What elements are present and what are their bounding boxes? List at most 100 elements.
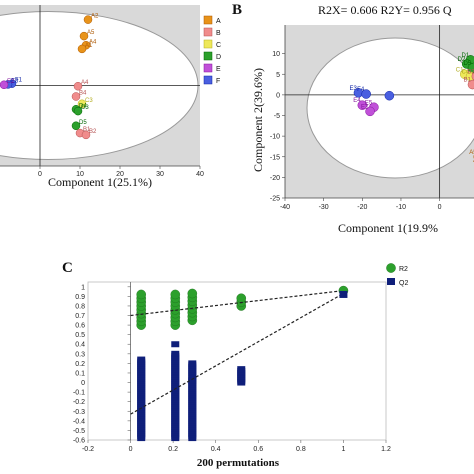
panel-c-y-tick-label: 0 bbox=[81, 380, 85, 387]
panel-a-point-label: A4 bbox=[81, 80, 89, 86]
panel-a-point-label: A2 bbox=[91, 14, 99, 20]
panel-b-x-tick-label: -10 bbox=[396, 204, 406, 211]
r2-permutation-point bbox=[170, 289, 181, 300]
panel-c-y-tick-label: 0.5 bbox=[75, 332, 85, 339]
panel-a-point bbox=[71, 92, 81, 101]
panel-c-y-tick-label: 1 bbox=[81, 284, 85, 291]
panel-b-x-tick-label: -30 bbox=[319, 204, 329, 211]
panel-b: B R2X= 0.606 R2Y= 0.956 Q -40 -30 -20 -10 0 -… bbox=[232, 2, 474, 235]
r2-regression-line bbox=[130, 290, 344, 317]
panel-a-x-axis-label: Component 1(25.1%) bbox=[48, 175, 152, 189]
panel-c-y-tick-label: 0.1 bbox=[75, 370, 85, 377]
panel-b-point-label: E5 bbox=[365, 100, 373, 106]
panel-b-y-tick-label: -5 bbox=[274, 113, 280, 120]
panel-a-legend-swatch bbox=[203, 27, 213, 37]
q2-permutation-point bbox=[171, 350, 180, 357]
panel-c: C -0.6 -0.5 -0.4 -0.3 -0.2 -0.1 0 0.1 0.2 0.3 0.4 0… bbox=[62, 260, 408, 469]
panel-c-y-tick-label: -0.3 bbox=[73, 409, 85, 416]
q2-original-point bbox=[339, 290, 348, 298]
q2-permutation-point bbox=[137, 356, 146, 363]
panel-b-point-label: C4 bbox=[462, 69, 470, 75]
q2-permutation-point bbox=[188, 360, 197, 367]
panel-a-legend-label: B bbox=[216, 30, 221, 37]
panel-a-point-label: D3 bbox=[81, 105, 89, 111]
panel-b-point-label: B1 bbox=[463, 78, 471, 84]
panel-c-x-tick-label: 0.8 bbox=[296, 446, 306, 453]
panel-a-point bbox=[73, 81, 83, 91]
panel-b-point bbox=[361, 89, 371, 99]
panel-a-point bbox=[83, 15, 93, 24]
panel-b-point-label: C1 bbox=[456, 67, 464, 73]
panel-a-legend-label: D bbox=[216, 54, 221, 61]
panel-a-x-tick-label: 30 bbox=[156, 171, 164, 178]
panel-a-legend-label: E bbox=[216, 66, 221, 73]
panel-c-legend: R2 Q2 bbox=[386, 263, 408, 287]
panel-a-point-label: B1 bbox=[83, 127, 91, 133]
panel-a-point-label: E3 bbox=[11, 78, 19, 84]
panel-c-y-tick-label: 0.9 bbox=[75, 294, 85, 301]
panel-a-legend-swatch bbox=[203, 15, 213, 25]
panel-a-point bbox=[79, 31, 89, 41]
panel-c-x-tick-label: 1 bbox=[341, 446, 345, 453]
panel-c-y-tick-label: 0.8 bbox=[75, 303, 85, 310]
legend-r2-marker bbox=[386, 263, 396, 273]
panel-a-point bbox=[73, 106, 83, 116]
panel-b-confidence-ellipse bbox=[306, 37, 474, 179]
panel-b-x-tick-label: -20 bbox=[357, 204, 367, 211]
panel-c-y-tick-label: -0.4 bbox=[73, 418, 85, 425]
panel-c-x-tick-label: -0.2 bbox=[82, 446, 94, 453]
panel-a-point-label: A4 bbox=[89, 39, 97, 45]
panel-a-point-label: D4 bbox=[79, 103, 87, 109]
panel-b-letter: B bbox=[232, 2, 242, 18]
panel-b-point bbox=[471, 72, 474, 81]
panel-c-y-tick-label: 0.7 bbox=[75, 313, 85, 320]
panel-a-x-tick-label: 40 bbox=[196, 171, 204, 178]
panel-b-point bbox=[467, 79, 474, 90]
panel-c-x-axis-label: 200 permutations bbox=[197, 457, 280, 469]
panel-c-x-tick-label: 0.6 bbox=[253, 446, 263, 453]
panel-c-x-tick-label: 0.2 bbox=[168, 446, 178, 453]
panel-c-y-tick-label: 0.3 bbox=[75, 351, 85, 358]
panel-a-point-label: A5 bbox=[87, 30, 95, 36]
panel-b-point bbox=[384, 90, 395, 101]
panel-c-y-tick-label: -0.5 bbox=[73, 428, 85, 435]
panel-a-x-tick-label: 20 bbox=[116, 171, 124, 178]
panel-a-point bbox=[77, 44, 87, 54]
panel-a-legend-swatch bbox=[203, 51, 213, 61]
panel-b-y-tick-label: -15 bbox=[270, 154, 280, 161]
panel-a-legend-swatch bbox=[203, 63, 213, 73]
panel-a-point-label: E2 bbox=[7, 79, 15, 85]
q2-permutation-point bbox=[171, 341, 180, 348]
panel-b-point bbox=[357, 100, 368, 110]
panel-a-point-label: A1 bbox=[85, 43, 93, 49]
panel-c-y-tick-label: 0.6 bbox=[75, 323, 85, 330]
panel-b-point bbox=[365, 106, 375, 117]
panel-a-point bbox=[81, 130, 91, 140]
panel-a-point-label: B2 bbox=[89, 129, 97, 135]
panel-b-x-axis-label: Component 1(19.9% bbox=[338, 221, 438, 235]
panel-c-y-tick-label: -0.6 bbox=[73, 438, 85, 445]
q2-permutation-point bbox=[237, 366, 246, 373]
panel-a-point-label: D5 bbox=[79, 120, 87, 126]
panel-c-y-tick-label: -0.2 bbox=[73, 399, 85, 406]
panel-a-legend-label: C bbox=[216, 42, 221, 49]
q2-permutation-point bbox=[188, 377, 197, 384]
panel-a-legend-label: A bbox=[216, 18, 221, 25]
panel-b-x-tick-label: 0 bbox=[438, 204, 442, 211]
panel-a-point-label: C3 bbox=[85, 98, 93, 104]
r2-permutation-point bbox=[236, 293, 247, 304]
panel-b-point-label: E3 bbox=[349, 86, 357, 92]
panel-b-point-label: D1 bbox=[462, 53, 470, 59]
panel-a-point bbox=[0, 80, 9, 90]
panel-b-y-tick-label: -10 bbox=[270, 134, 280, 141]
panel-a-legend-swatch bbox=[203, 39, 213, 49]
panel-a-x-tick-label: 0 bbox=[38, 171, 42, 178]
legend-q2-label: Q2 bbox=[399, 280, 408, 287]
panel-b-point-label: D5 bbox=[463, 61, 471, 67]
panel-c-y-tick-label: 0.4 bbox=[75, 342, 85, 349]
panel-a-point-label: F1 bbox=[15, 78, 23, 84]
panel-c-letter: C bbox=[62, 260, 73, 276]
